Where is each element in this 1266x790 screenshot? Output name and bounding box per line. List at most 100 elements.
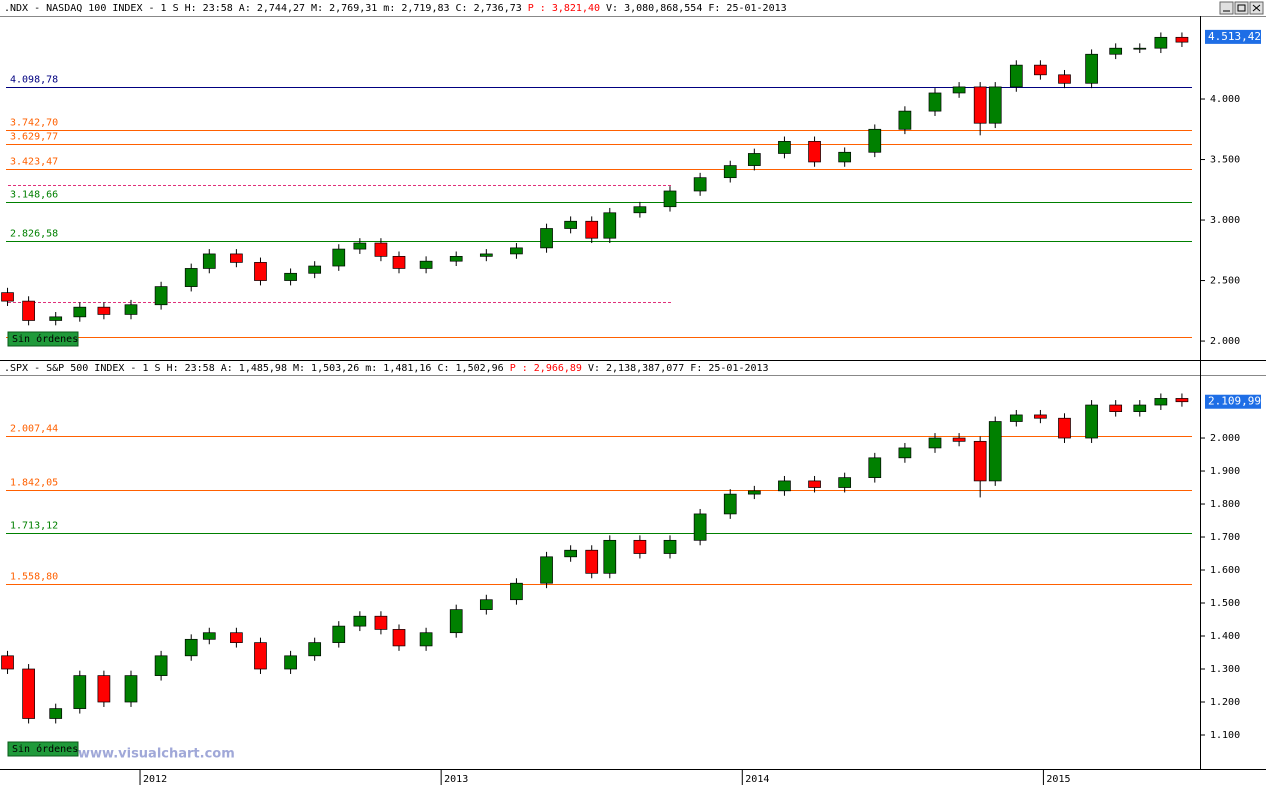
y-tick-label: 1.200 — [1210, 697, 1240, 708]
candle-body — [97, 306, 111, 315]
x-tick-label: 2015 — [1046, 774, 1070, 785]
candle-body — [49, 316, 63, 321]
candle-body — [838, 151, 852, 163]
y-tick-label: 1.700 — [1210, 532, 1240, 543]
candle-body — [778, 480, 791, 492]
candle-body — [1175, 398, 1189, 403]
candle-body — [392, 255, 406, 269]
header-segment: V: 3,080,868,554 F: 25-01-2013 — [606, 3, 787, 14]
candle-body — [808, 141, 821, 163]
annotation-box — [7, 741, 79, 757]
candle-body — [124, 304, 138, 315]
level-label: 3.629,77 — [10, 132, 58, 143]
candle-body — [973, 86, 987, 124]
candle-body — [778, 141, 791, 154]
candle-body — [73, 306, 87, 318]
last-price-box — [1205, 29, 1261, 44]
candle-body — [374, 615, 388, 630]
candle-body — [479, 253, 493, 257]
candle-body — [184, 638, 198, 657]
level-label: 1.842,05 — [10, 478, 58, 489]
candle-body — [1109, 404, 1123, 412]
candle-body — [988, 421, 1002, 482]
y-tick-label: 2.500 — [1210, 276, 1240, 287]
y-tick-label: 1.800 — [1210, 499, 1240, 510]
candle-body — [898, 110, 912, 130]
candle-body — [22, 300, 35, 321]
candle-body — [1009, 64, 1023, 88]
candle-body — [928, 437, 942, 449]
candle-body — [1109, 47, 1123, 55]
x-tick-label: 2014 — [745, 774, 769, 785]
candle-body — [184, 268, 198, 287]
candle-body — [928, 92, 942, 112]
candle-body — [154, 286, 168, 306]
window-buttons[interactable] — [1219, 1, 1264, 15]
candle-body — [353, 615, 367, 627]
level-label: 2.826,58 — [10, 229, 58, 240]
candle-body — [663, 190, 677, 208]
candle-body — [693, 513, 707, 541]
candle-body — [564, 220, 577, 229]
candle-body — [808, 480, 821, 488]
close-icon — [1252, 4, 1261, 12]
candle-body — [284, 272, 297, 281]
candle-body — [1085, 53, 1098, 84]
last-price-box — [1205, 394, 1261, 409]
y-tick-label: 1.400 — [1210, 631, 1240, 642]
candle-body — [747, 153, 761, 166]
candle-body — [154, 655, 168, 676]
header-segment: V: 2,138,387,077 F: 25-01-2013 — [588, 363, 769, 374]
y-tick-label: 1.500 — [1210, 598, 1240, 609]
candle-body — [22, 668, 35, 719]
candle-body — [254, 262, 267, 281]
candle-body — [73, 675, 87, 709]
candle-body — [723, 165, 737, 179]
candle-body — [202, 253, 216, 269]
candle-body — [1, 655, 14, 670]
panel-header: .SPX - S&P 500 INDEX - 1 S H: 23:58 A: 1… — [4, 363, 769, 374]
watermark: www.visualchart.com — [78, 747, 235, 762]
header-segment: P : 3,821,40 — [528, 3, 600, 14]
candle-body — [284, 655, 297, 670]
candle-body — [97, 675, 111, 703]
candle-body — [419, 632, 433, 647]
candle-body — [479, 599, 493, 610]
maximize-button[interactable] — [1234, 1, 1249, 15]
annotation-box — [7, 331, 79, 347]
y-tick-label: 4.000 — [1210, 94, 1240, 105]
x-tick-label: 2013 — [444, 774, 468, 785]
candle-body — [952, 437, 966, 442]
candle-body — [633, 206, 647, 214]
candle-body — [1085, 404, 1098, 439]
annotation: Sin órdenes — [12, 333, 78, 345]
y-tick-label: 2.000 — [1210, 433, 1240, 444]
y-tick-label: 3.000 — [1210, 215, 1240, 226]
candle-body — [374, 242, 388, 257]
candle-body — [1154, 398, 1168, 406]
candle-body — [392, 629, 406, 647]
candle-body — [747, 490, 761, 495]
candle-body — [540, 228, 553, 249]
last-price-label: 2.109,99 — [1208, 395, 1261, 408]
candle-body — [838, 477, 852, 488]
minimize-button[interactable] — [1219, 1, 1234, 15]
level-label: 3.742,70 — [10, 118, 58, 129]
candle-body — [633, 539, 647, 554]
candle-body — [308, 642, 322, 657]
candle-body — [1133, 404, 1147, 412]
candle-body — [419, 260, 433, 269]
annotation: Sin órdenes — [12, 743, 78, 755]
candle-body — [585, 549, 599, 574]
candle-body — [1, 292, 14, 302]
level-label: 3.148,66 — [10, 190, 58, 201]
level-label: 2.007,44 — [10, 424, 58, 435]
level-label: 3.423,47 — [10, 157, 58, 168]
last-price-label: 4.513,42 — [1208, 30, 1261, 43]
candle-body — [603, 212, 617, 239]
y-tick-label: 1.600 — [1210, 565, 1240, 576]
candle-body — [510, 582, 523, 601]
header-segment: .NDX - NASDAQ 100 INDEX - 1 S H: 23:58 A… — [4, 3, 522, 14]
candle-body — [1133, 47, 1147, 50]
